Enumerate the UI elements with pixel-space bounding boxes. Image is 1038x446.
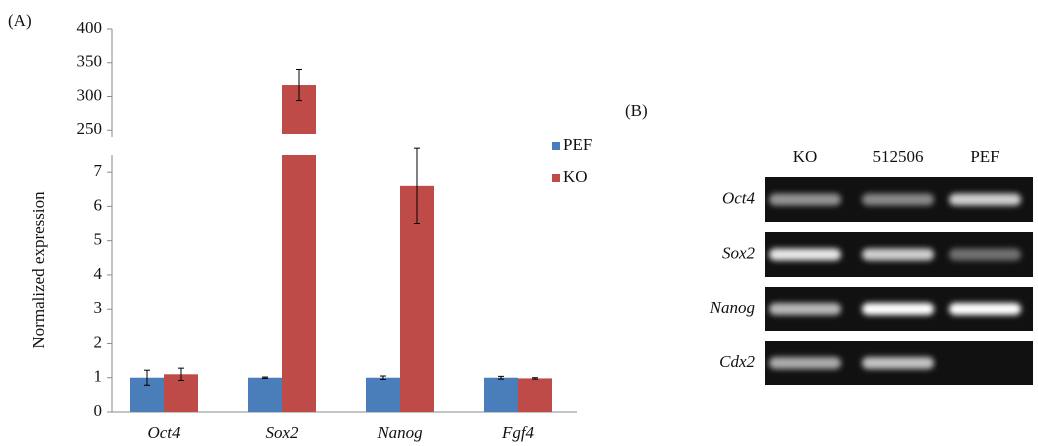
y-tick-label: 350 bbox=[77, 52, 103, 71]
x-tick-label: Sox2 bbox=[265, 423, 299, 442]
bar bbox=[484, 378, 518, 412]
legend-swatch bbox=[552, 142, 560, 150]
gel-band bbox=[862, 357, 934, 369]
lane-label: PEF bbox=[970, 147, 999, 166]
bar bbox=[518, 378, 552, 412]
y-tick-label: 3 bbox=[94, 298, 103, 317]
bar bbox=[366, 378, 400, 412]
gel-band bbox=[949, 249, 1021, 261]
x-tick-label: Nanog bbox=[376, 423, 422, 442]
gel-band bbox=[769, 194, 841, 206]
gel-band bbox=[949, 194, 1021, 206]
y-tick-label: 300 bbox=[77, 85, 103, 104]
gene-label: Nanog bbox=[709, 298, 755, 317]
x-tick-label: Fgf4 bbox=[501, 423, 535, 442]
figure: (A) Normalized expression (B) 0 1 2 3 4 5 6 7 25… bbox=[0, 0, 1038, 446]
lane-label: 512506 bbox=[873, 147, 924, 166]
gel-band bbox=[769, 249, 841, 261]
gel-band bbox=[862, 303, 934, 315]
gel-image bbox=[765, 177, 1033, 385]
y-tick-label: 5 bbox=[94, 230, 103, 249]
panel-label: (B) bbox=[625, 101, 648, 120]
y-tick-label: 250 bbox=[77, 119, 103, 138]
lane-label: KO bbox=[793, 147, 818, 166]
y-tick-label: 7 bbox=[94, 161, 103, 180]
gel-band bbox=[862, 194, 934, 206]
legend-label: KO bbox=[563, 167, 588, 186]
gene-label: Sox2 bbox=[722, 243, 756, 262]
bar bbox=[282, 155, 316, 412]
x-tick-label: Oct4 bbox=[147, 423, 181, 442]
legend-label: PEF bbox=[563, 135, 592, 154]
gene-label: Cdx2 bbox=[719, 352, 755, 371]
y-tick-label: 4 bbox=[94, 264, 103, 283]
y-tick-label: 2 bbox=[94, 332, 103, 351]
y-tick-label: 0 bbox=[94, 401, 103, 420]
bar bbox=[248, 378, 282, 412]
gel-band bbox=[769, 357, 841, 369]
y-axis-label: Normalized expression bbox=[29, 191, 48, 349]
y-tick-label: 400 bbox=[77, 18, 103, 37]
gel-band bbox=[862, 249, 934, 261]
legend-swatch bbox=[552, 174, 560, 182]
y-tick-label: 6 bbox=[94, 195, 103, 214]
y-tick-label: 1 bbox=[94, 367, 103, 386]
gene-label: Oct4 bbox=[722, 188, 756, 207]
gel-band bbox=[769, 303, 841, 315]
panel-label: (A) bbox=[8, 11, 32, 30]
gel-band bbox=[949, 303, 1021, 315]
